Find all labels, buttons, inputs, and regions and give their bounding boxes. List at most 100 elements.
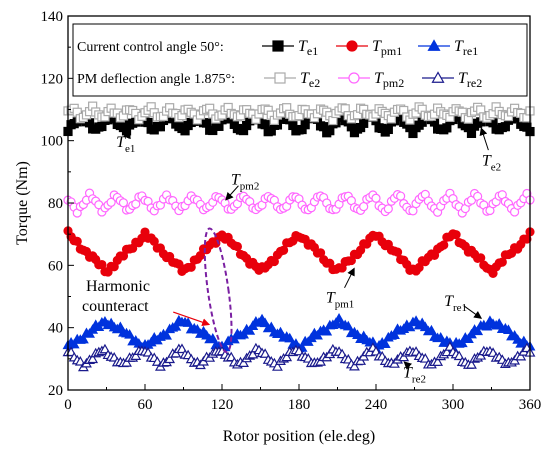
data-point-Tre1 bbox=[68, 338, 80, 349]
data-point-Tre2 bbox=[432, 356, 444, 366]
y-tick-label: 80 bbox=[48, 196, 63, 212]
y-tick-label: 140 bbox=[41, 9, 64, 25]
x-tick-label: 300 bbox=[442, 397, 465, 413]
data-point-Tpm2 bbox=[371, 193, 381, 203]
harmonic-label-line1: Harmonic bbox=[86, 278, 150, 295]
data-point-Tre2 bbox=[130, 350, 142, 360]
legend-series-sub: re1 bbox=[463, 44, 478, 58]
legend-series-sub: pm2 bbox=[383, 76, 404, 90]
annotation-main: T bbox=[403, 365, 413, 382]
annotation-main: T bbox=[231, 171, 241, 188]
legend-entry-Te2: Te2 bbox=[264, 70, 320, 90]
data-point-Tre2 bbox=[453, 350, 465, 361]
annotation-main: T bbox=[326, 290, 336, 307]
legend: Current control angle 50°: Te1 Tpm1 Tre1PM … bbox=[72, 23, 528, 97]
harmonic-ellipse bbox=[203, 227, 233, 354]
annotation-tre1: Tre1 bbox=[444, 293, 483, 319]
legend-entry-Tpm2: Tpm2 bbox=[338, 70, 404, 90]
legend-series-sub: pm1 bbox=[381, 44, 402, 58]
data-point-Tre1 bbox=[426, 324, 437, 335]
legend-series-main: T bbox=[298, 38, 308, 55]
data-point-Tre2 bbox=[419, 353, 431, 363]
data-point-Tre1 bbox=[182, 317, 194, 327]
annotation-label: Tpm2 bbox=[231, 171, 259, 192]
annotation-tre2: Tre2 bbox=[403, 361, 426, 386]
data-point-Tre2 bbox=[398, 351, 410, 362]
annotation-label: Tpm1 bbox=[326, 290, 354, 311]
data-point-Tre1 bbox=[124, 329, 136, 339]
annotation-main: T bbox=[116, 134, 126, 151]
legend-series-sub: e2 bbox=[309, 76, 320, 90]
data-point-Tre2 bbox=[466, 359, 477, 369]
data-point-Tre2 bbox=[281, 351, 293, 362]
legend-series-sub: re2 bbox=[467, 76, 482, 90]
data-point-Tre2 bbox=[349, 360, 360, 371]
annotation-label: Te1 bbox=[116, 134, 135, 155]
x-tick-label: 360 bbox=[519, 397, 542, 413]
data-point-Te1 bbox=[383, 124, 393, 135]
data-point-Tre1 bbox=[379, 338, 391, 348]
data-point-Tpm1 bbox=[72, 236, 82, 246]
data-point-Tre1 bbox=[503, 324, 514, 335]
x-tick-label: 60 bbox=[138, 397, 153, 413]
legend-row-label: PM deflection angle 1.875°: bbox=[77, 72, 235, 87]
plot-area bbox=[62, 101, 536, 372]
annotation-main: T bbox=[482, 153, 492, 170]
legend-row-label: Current control angle 50°: bbox=[77, 40, 224, 55]
annotation-arrow bbox=[403, 361, 413, 370]
legend-series-main: T bbox=[300, 70, 310, 87]
data-point-Tre1 bbox=[244, 325, 256, 335]
data-point-Tre2 bbox=[99, 343, 111, 354]
legend-series-sub: e1 bbox=[307, 44, 318, 58]
data-point-Tre2 bbox=[515, 350, 527, 361]
data-point-Tpm1 bbox=[232, 241, 242, 252]
legend-series-main: T bbox=[372, 38, 382, 55]
data-point-Tre1 bbox=[333, 312, 345, 323]
legend-series-name: Te1 bbox=[298, 38, 318, 58]
annotation-te1: Te1 bbox=[116, 130, 135, 155]
x-tick-label: 180 bbox=[288, 397, 311, 413]
annotation-sub: pm1 bbox=[335, 299, 355, 311]
annotation-sub: pm2 bbox=[240, 180, 260, 192]
y-tick-label: 60 bbox=[48, 258, 63, 274]
data-point-Tpm2 bbox=[396, 191, 406, 201]
axes: 0 60 120 180 240 300 360 20 40 60 80 100 120 140 bbox=[41, 9, 542, 413]
legend-marker bbox=[431, 71, 445, 83]
annotation-arrow bbox=[344, 267, 355, 289]
legend-series-name: Tre2 bbox=[458, 70, 482, 90]
data-point-Tre2 bbox=[272, 361, 283, 371]
data-point-Tre2 bbox=[176, 343, 188, 354]
legend-series-main: T bbox=[458, 70, 468, 87]
annotation-te2: Te2 bbox=[479, 127, 501, 174]
data-point-Tre1 bbox=[321, 325, 333, 336]
legend-series-name: Tpm2 bbox=[374, 70, 404, 90]
annotation-label: Tre2 bbox=[403, 365, 426, 386]
series-Tpm1 bbox=[63, 226, 535, 278]
y-tick-label: 100 bbox=[41, 134, 64, 150]
legend-series-main: T bbox=[374, 70, 384, 87]
annotation-arrow bbox=[463, 305, 483, 319]
annotation-sub: e1 bbox=[125, 143, 135, 155]
x-tick-label: 120 bbox=[211, 397, 234, 413]
y-tick-label: 120 bbox=[41, 71, 64, 87]
legend-marker bbox=[348, 72, 360, 84]
annotation-main: T bbox=[444, 293, 454, 310]
data-point-Tre1 bbox=[161, 330, 172, 340]
annotation-tpm1: Tpm1 bbox=[326, 267, 355, 311]
legend-series-name: Te2 bbox=[300, 70, 320, 90]
series-Te2 bbox=[63, 101, 535, 126]
data-point-Tre2 bbox=[121, 357, 132, 367]
y-tick-label: 20 bbox=[48, 383, 63, 399]
data-point-Tre2 bbox=[74, 355, 86, 366]
data-point-Tre1 bbox=[462, 333, 474, 343]
data-point-Tre1 bbox=[207, 333, 219, 343]
legend-marker bbox=[346, 40, 358, 52]
data-point-Tre2 bbox=[259, 348, 271, 358]
annotation-tpm2: Tpm2 bbox=[225, 171, 259, 201]
annotation-label: Te2 bbox=[482, 153, 501, 174]
legend-series-name: Tpm1 bbox=[372, 38, 402, 58]
data-point-Tre2 bbox=[87, 353, 99, 364]
annotation-sub: e2 bbox=[491, 162, 501, 174]
annotation-label: Tre1 bbox=[444, 293, 467, 314]
